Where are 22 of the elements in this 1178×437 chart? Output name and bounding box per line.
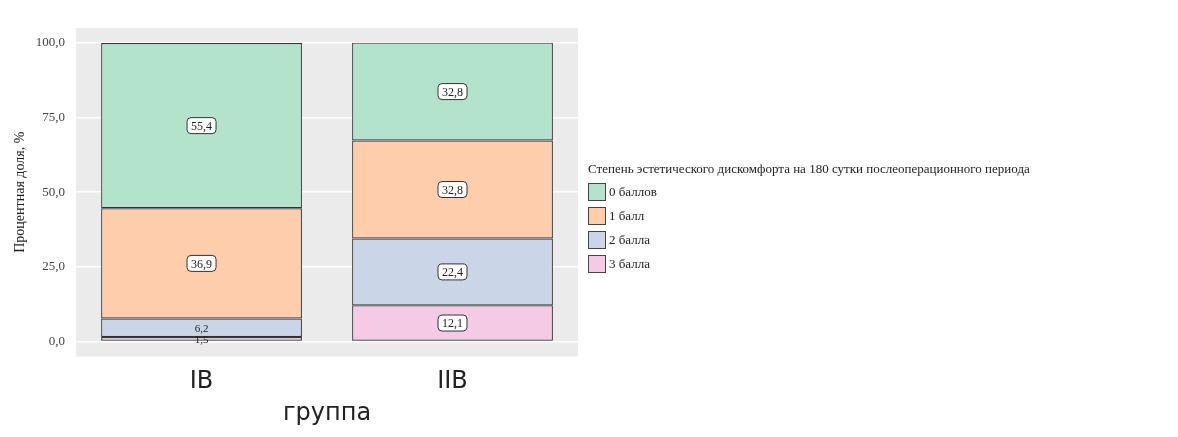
text: 0 баллов xyxy=(609,183,657,200)
y-axis-title: Процентная доля, % xyxy=(12,131,28,253)
legend-title: Степень эстетического дискомфорта на 180 сутки послеоперационного периода xyxy=(588,160,1030,177)
y-tick-label: 100,0 xyxy=(35,34,66,50)
y-tick-label: 25,0 xyxy=(42,258,66,274)
data-label: 6,2 xyxy=(194,321,209,334)
data-label: 55,4 xyxy=(191,118,213,133)
data-label: 36,9 xyxy=(191,256,213,271)
y-tick-label: 0,0 xyxy=(48,332,66,348)
data-label: 32,8 xyxy=(442,182,464,197)
x-axis-title: группа xyxy=(282,397,372,426)
x-tick-label: IIB xyxy=(437,366,468,395)
y-tick-label: 75,0 xyxy=(42,108,66,124)
data-label: 22,4 xyxy=(442,265,464,280)
data-label: 12,1 xyxy=(442,316,464,331)
y-tick-label: 50,0 xyxy=(42,183,66,199)
legend-label: 2 балла xyxy=(609,231,650,248)
legend-label: 1 балл xyxy=(609,207,645,224)
data-label: 32,8 xyxy=(442,84,464,99)
data-label: 1,5 xyxy=(194,332,209,345)
x-tick-label: IB xyxy=(189,366,214,395)
legend-label: 3 балла xyxy=(609,255,650,272)
